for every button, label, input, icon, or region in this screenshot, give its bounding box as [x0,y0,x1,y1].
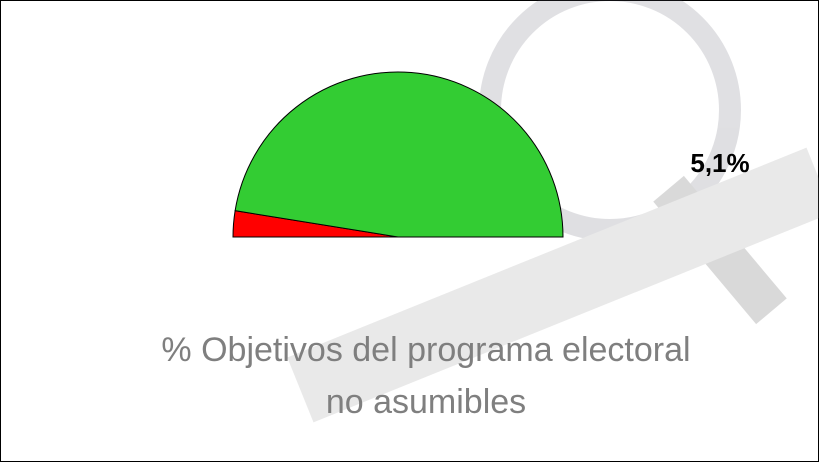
chart-title: no asumibles [326,383,526,421]
value-label: 5,1% [690,148,749,178]
chart: 5,1% % Objetivos del programa electoral … [0,0,819,462]
slide: 5,1% % Objetivos del programa electoral … [0,0,819,462]
chart-title: % Objetivos del programa electoral [161,331,690,369]
